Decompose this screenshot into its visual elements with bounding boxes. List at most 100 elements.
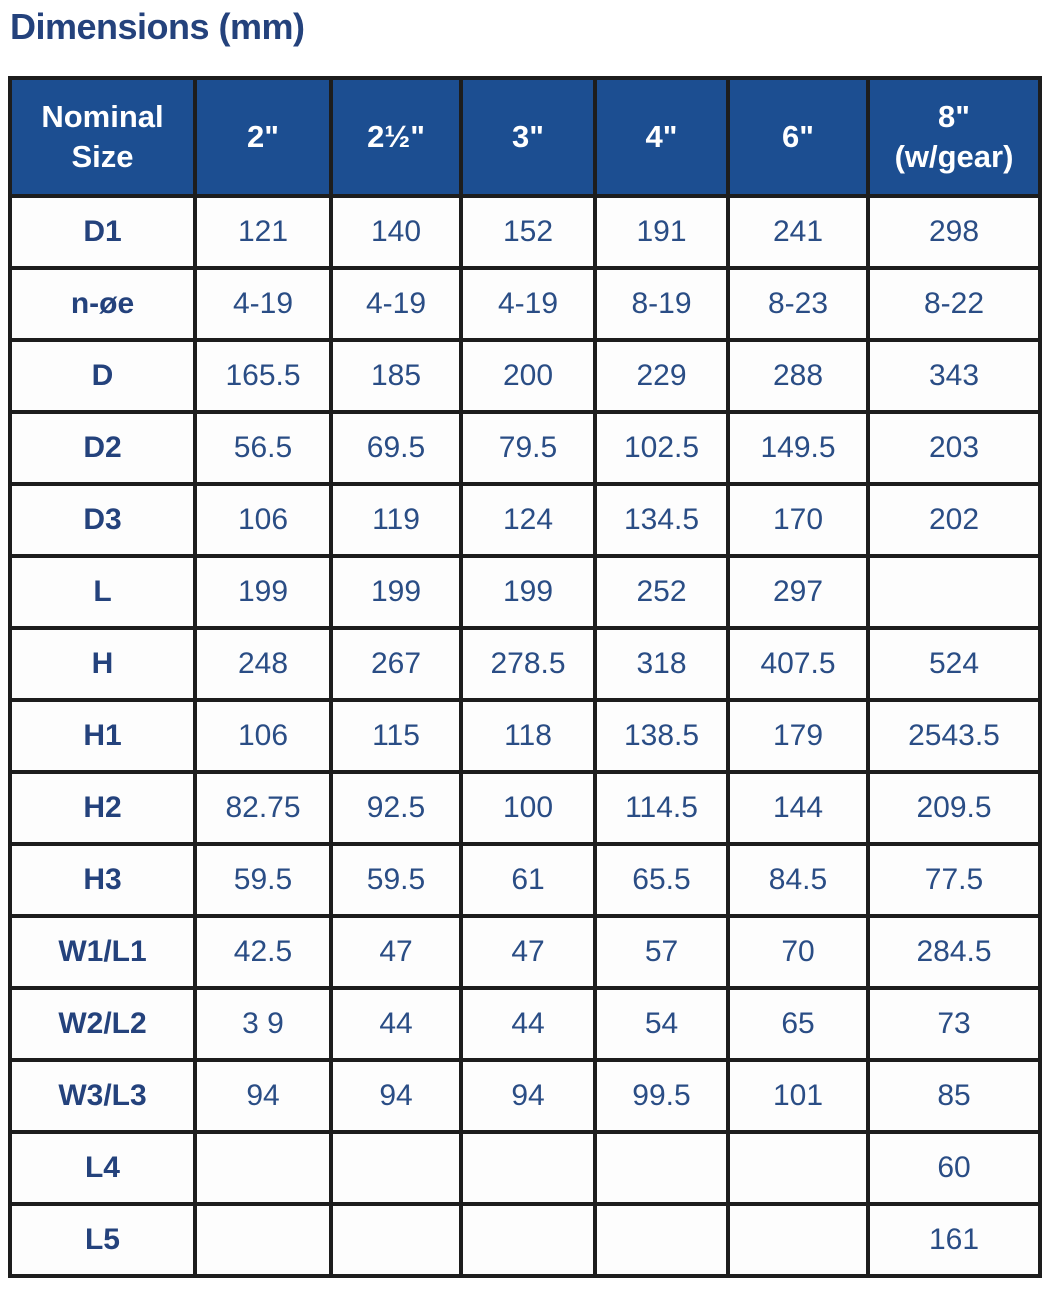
table-cell: 284.5: [866, 914, 1042, 990]
table-cell: 119: [329, 482, 463, 558]
column-header-3in: 3": [459, 76, 597, 198]
row-label: D: [8, 338, 197, 414]
table-cell: [329, 1130, 463, 1206]
row-label: H: [8, 626, 197, 702]
table-cell: 47: [459, 914, 597, 990]
row-label: H1: [8, 698, 197, 774]
table-cell: 407.5: [726, 626, 870, 702]
table-cell: 59.5: [193, 842, 333, 918]
row-label: L: [8, 554, 197, 630]
table-cell: 77.5: [866, 842, 1042, 918]
table-cell: 199: [329, 554, 463, 630]
table-cell: 203: [866, 410, 1042, 486]
table-row-d2: D2 56.5 69.5 79.5 102.5 149.5 203: [8, 410, 1042, 486]
table-cell: 161: [866, 1202, 1042, 1278]
table-cell: [459, 1130, 597, 1206]
table-cell: [193, 1130, 333, 1206]
page-title: Dimensions (mm): [10, 6, 305, 47]
table-cell: 138.5: [593, 698, 730, 774]
dimensions-table: Nominal Size 2" 2½" 3" 4" 6" 8" (w/gear)…: [8, 76, 1042, 1278]
table-body: D1 121 140 152 191 241 298 n-øe 4-19 4-1…: [8, 194, 1042, 1278]
table-cell: 318: [593, 626, 730, 702]
row-label: D3: [8, 482, 197, 558]
table-cell: 2543.5: [866, 698, 1042, 774]
table-cell: 114.5: [593, 770, 730, 846]
table-cell: 278.5: [459, 626, 597, 702]
table-cell: 152: [459, 194, 597, 270]
table-cell: 185: [329, 338, 463, 414]
table-row-l: L 199 199 199 252 297: [8, 554, 1042, 630]
column-header-8in-wgear: 8" (w/gear): [866, 76, 1042, 198]
table-cell: 92.5: [329, 770, 463, 846]
table-cell: [866, 554, 1042, 630]
column-header-nominal-size: Nominal Size: [8, 76, 197, 198]
table-cell: 60: [866, 1130, 1042, 1206]
table-row-n-oe: n-øe 4-19 4-19 4-19 8-19 8-23 8-22: [8, 266, 1042, 342]
table-cell: 199: [193, 554, 333, 630]
table-cell: 134.5: [593, 482, 730, 558]
column-header-2in: 2": [193, 76, 333, 198]
table-cell: 115: [329, 698, 463, 774]
table-row-l5: L5 161: [8, 1202, 1042, 1278]
table-cell: [193, 1202, 333, 1278]
table-cell: 82.75: [193, 770, 333, 846]
table-cell: 149.5: [726, 410, 870, 486]
table-cell: 288: [726, 338, 870, 414]
table-cell: 8-23: [726, 266, 870, 342]
table-row-d3: D3 106 119 124 134.5 170 202: [8, 482, 1042, 558]
table-cell: 165.5: [193, 338, 333, 414]
table-cell: 61: [459, 842, 597, 918]
table-cell: 8-19: [593, 266, 730, 342]
table-cell: 3 9: [193, 986, 333, 1062]
table-row-d: D 165.5 185 200 229 288 343: [8, 338, 1042, 414]
table-cell: 524: [866, 626, 1042, 702]
table-cell: [593, 1130, 730, 1206]
column-header-6in: 6": [726, 76, 870, 198]
table-cell: 298: [866, 194, 1042, 270]
table-cell: 170: [726, 482, 870, 558]
table-cell: 202: [866, 482, 1042, 558]
table-row-l4: L4 60: [8, 1130, 1042, 1206]
row-label: H3: [8, 842, 197, 918]
table-cell: 65.5: [593, 842, 730, 918]
table-cell: 144: [726, 770, 870, 846]
table-row-w2l2: W2/L2 3 9 44 44 54 65 73: [8, 986, 1042, 1062]
table-row-h: H 248 267 278.5 318 407.5 524: [8, 626, 1042, 702]
table-cell: 267: [329, 626, 463, 702]
table-header: Nominal Size 2" 2½" 3" 4" 6" 8" (w/gear): [8, 76, 1042, 198]
table-cell: 94: [193, 1058, 333, 1134]
table-cell: 191: [593, 194, 730, 270]
column-header-2half-in: 2½": [329, 76, 463, 198]
row-label: W1/L1: [8, 914, 197, 990]
table-cell: 199: [459, 554, 597, 630]
table-row-w3l3: W3/L3 94 94 94 99.5 101 85: [8, 1058, 1042, 1134]
table-row-h3: H3 59.5 59.5 61 65.5 84.5 77.5: [8, 842, 1042, 918]
table-cell: 44: [459, 986, 597, 1062]
table-cell: 241: [726, 194, 870, 270]
row-label: D2: [8, 410, 197, 486]
row-label: W2/L2: [8, 986, 197, 1062]
table-cell: 4-19: [193, 266, 333, 342]
table-cell: 56.5: [193, 410, 333, 486]
table-cell: 118: [459, 698, 597, 774]
table-cell: 106: [193, 482, 333, 558]
table-cell: 85: [866, 1058, 1042, 1134]
row-label: L4: [8, 1130, 197, 1206]
table-cell: 79.5: [459, 410, 597, 486]
table-cell: 121: [193, 194, 333, 270]
table-cell: 124: [459, 482, 597, 558]
header-row: Nominal Size 2" 2½" 3" 4" 6" 8" (w/gear): [8, 76, 1042, 198]
table-cell: [329, 1202, 463, 1278]
table-cell: 140: [329, 194, 463, 270]
table-cell: 69.5: [329, 410, 463, 486]
table-cell: 100: [459, 770, 597, 846]
row-label: H2: [8, 770, 197, 846]
table-row-h2: H2 82.75 92.5 100 114.5 144 209.5: [8, 770, 1042, 846]
table-cell: [726, 1202, 870, 1278]
table-cell: 343: [866, 338, 1042, 414]
table-cell: 4-19: [329, 266, 463, 342]
table-cell: 73: [866, 986, 1042, 1062]
table-cell: 200: [459, 338, 597, 414]
table-cell: 47: [329, 914, 463, 990]
